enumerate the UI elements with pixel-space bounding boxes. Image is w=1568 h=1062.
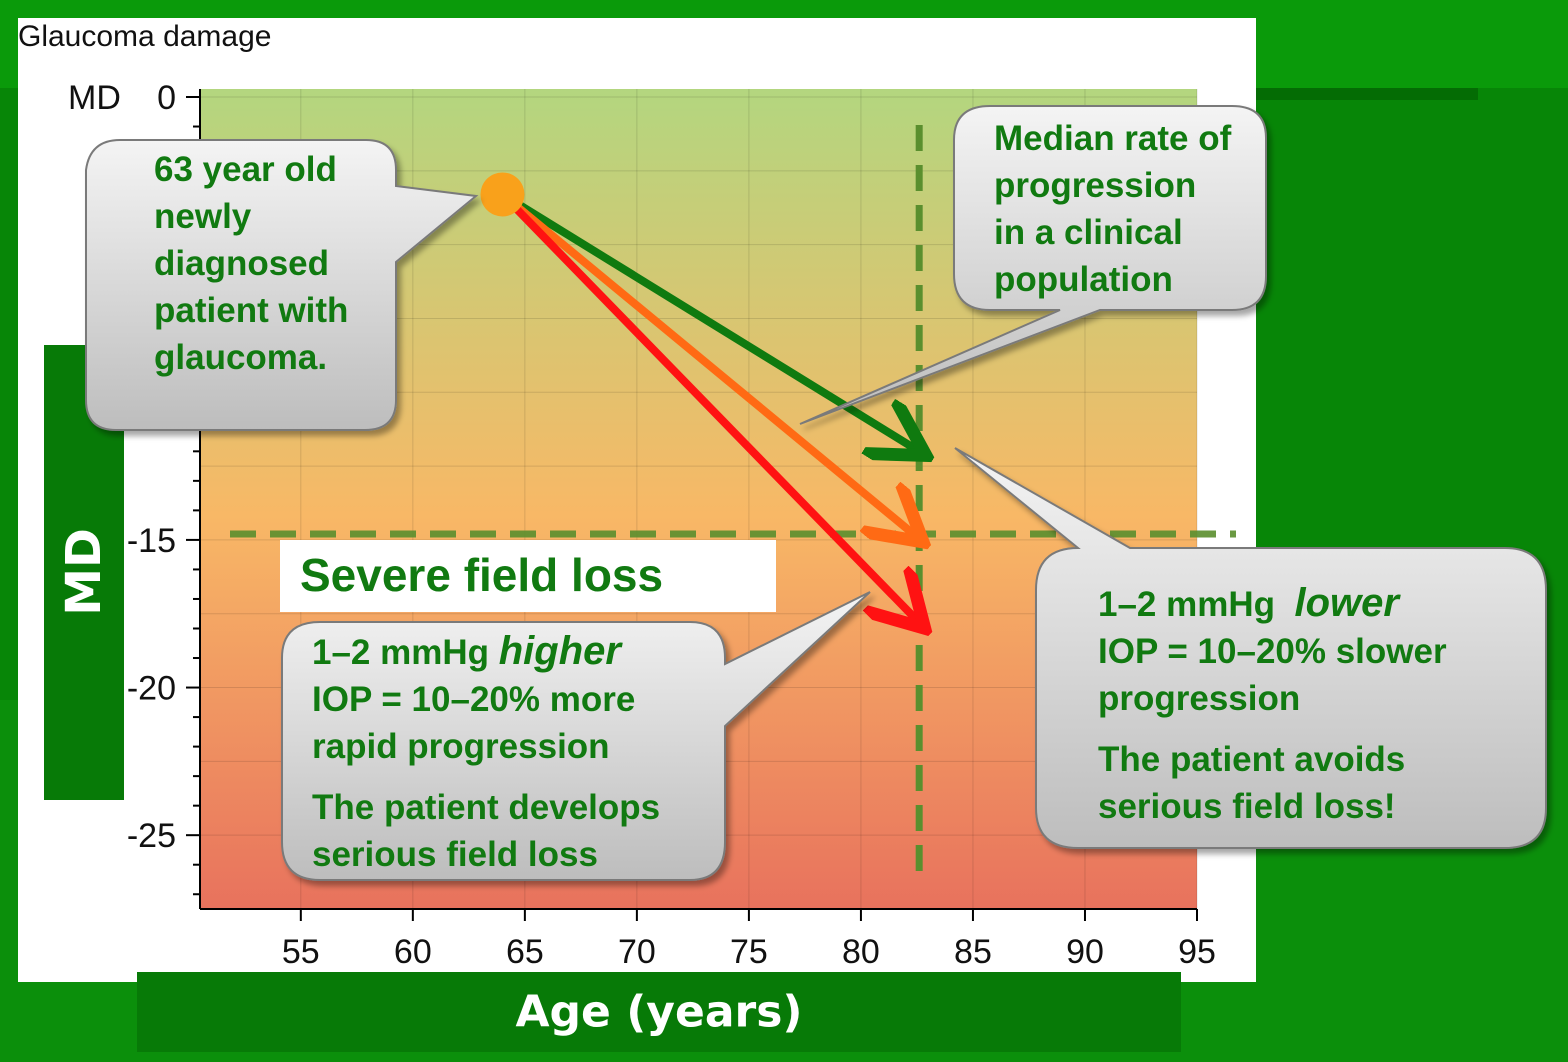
callout-higher-line: rapid progression bbox=[312, 727, 610, 766]
callout-higher-line: serious field loss bbox=[312, 835, 598, 874]
callout-higher-text: 1–2 mmHg higher IOP = 10–20% more rapid … bbox=[312, 628, 660, 878]
y-axis-top-label: MD bbox=[68, 79, 121, 117]
x-tick-label: 80 bbox=[842, 933, 880, 971]
y-tick-label: -15 bbox=[127, 522, 176, 560]
x-tick-label: 60 bbox=[394, 933, 432, 971]
callout-median-text: Median rate of progression in a clinical… bbox=[994, 115, 1231, 303]
patient-start-point bbox=[480, 172, 525, 217]
callout-median-line: in a clinical bbox=[994, 213, 1183, 252]
x-tick-label: 70 bbox=[618, 933, 656, 971]
y-tick-label: -20 bbox=[127, 670, 176, 708]
x-axis-label-box bbox=[137, 972, 1181, 1052]
reference-progression-arrow bbox=[499, 191, 916, 537]
callout-higher-bubble bbox=[281, 591, 871, 881]
y-tick-label: 0 bbox=[157, 79, 176, 117]
callout-lower-emphasis: lower bbox=[1294, 581, 1399, 625]
callout-patient-line: diagnosed bbox=[154, 244, 330, 283]
x-tick-label: 90 bbox=[1066, 933, 1104, 971]
severe-field-loss-label: Severe field loss bbox=[300, 549, 664, 601]
callout-lower-line: The patient avoids bbox=[1098, 740, 1406, 779]
callout-lower-bubble bbox=[954, 447, 1547, 849]
x-tick-label: 95 bbox=[1178, 933, 1216, 971]
y-tick-label: -25 bbox=[127, 817, 176, 855]
callout-higher-emphasis: higher bbox=[498, 629, 621, 673]
median-progression-arrow bbox=[500, 191, 919, 451]
callout-median-bubble bbox=[799, 105, 1267, 425]
callout-patient-text: 63 year old newly diagnosed patient with… bbox=[154, 146, 348, 381]
callout-median-line: population bbox=[994, 260, 1173, 299]
callout-patient-line: 63 year old bbox=[154, 150, 337, 189]
callout-median-line: progression bbox=[994, 166, 1197, 205]
x-tick-label: 75 bbox=[730, 933, 768, 971]
callout-higher-line: IOP = 10–20% more bbox=[312, 680, 636, 719]
callout-lower-line: progression bbox=[1098, 679, 1301, 718]
callout-higher-line: The patient develops bbox=[312, 788, 661, 827]
callout-patient-line: newly bbox=[154, 197, 252, 236]
callout-shapes bbox=[85, 105, 1547, 881]
rapid-progression-arrow bbox=[499, 191, 919, 622]
decorative-bar bbox=[1250, 88, 1478, 100]
callout-median-line: Median rate of bbox=[994, 119, 1232, 158]
callout-patient-bubble bbox=[85, 139, 479, 431]
x-tick-label: 65 bbox=[506, 933, 544, 971]
callout-higher-prefix: 1–2 mmHg bbox=[312, 633, 499, 672]
callout-lower-line: serious field loss! bbox=[1098, 787, 1396, 826]
callout-lower-prefix: 1–2 mmHg bbox=[1098, 585, 1295, 624]
severe-label-box bbox=[280, 540, 776, 612]
callout-lower-line: IOP = 10–20% slower bbox=[1098, 632, 1447, 671]
x-tick-label: 85 bbox=[954, 933, 992, 971]
callout-lower-text: 1–2 mmHg lower IOP = 10–20% slower progr… bbox=[1098, 580, 1447, 830]
x-axis-label: Age (years) bbox=[515, 986, 803, 1038]
x-tick-label: 55 bbox=[282, 933, 320, 971]
callout-patient-line: glaucoma. bbox=[154, 338, 328, 377]
callout-patient-line: patient with bbox=[154, 291, 349, 330]
chart-title: Glaucoma damage bbox=[18, 20, 272, 53]
series-arrows bbox=[499, 191, 919, 622]
